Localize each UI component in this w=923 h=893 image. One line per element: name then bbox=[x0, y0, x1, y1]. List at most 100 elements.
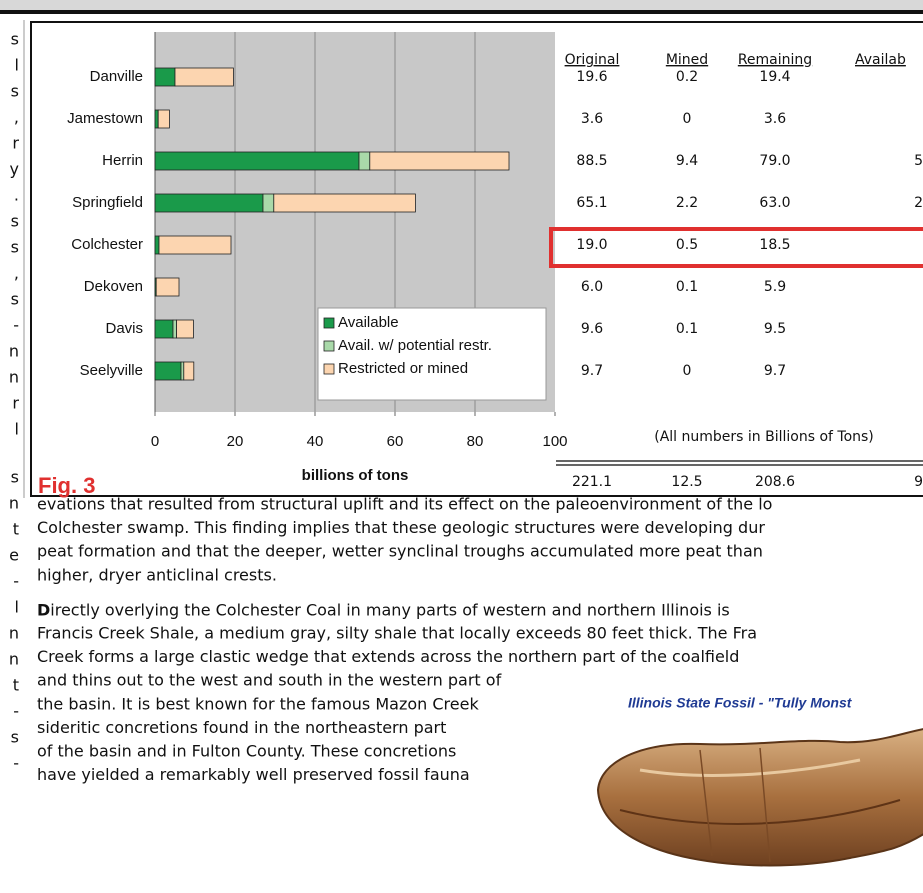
paragraph-line: Francis Creek Shale, a medium gray, silt… bbox=[37, 624, 757, 643]
table-cell: 19.0 bbox=[576, 237, 607, 253]
table-total: 221.1 bbox=[572, 474, 612, 490]
paragraph-line: Creek forms a large clastic wedge that e… bbox=[37, 647, 739, 666]
text-fragment: y bbox=[10, 160, 19, 179]
fossil-caption: Illinois State Fossil - "Tully Monst bbox=[628, 695, 853, 711]
text-fragment: s bbox=[11, 30, 19, 49]
table-cell: 19.4 bbox=[759, 69, 790, 85]
bar-segment bbox=[158, 110, 169, 128]
bar-segment bbox=[177, 320, 194, 338]
x-tick-label: 100 bbox=[542, 433, 567, 450]
bar-segment bbox=[370, 152, 509, 170]
table-cell: 0.5 bbox=[676, 237, 698, 253]
table-cell: 9.6 bbox=[581, 321, 603, 337]
text-fragment: - bbox=[13, 702, 19, 721]
table-cell: 9.7 bbox=[581, 363, 603, 379]
text-fragment: l bbox=[15, 598, 19, 617]
text-fragment: , bbox=[14, 264, 19, 283]
table-cell: 0.2 bbox=[676, 69, 698, 85]
table-header: Mined bbox=[666, 52, 708, 68]
text-fragment: t bbox=[13, 676, 19, 695]
x-tick-label: 20 bbox=[227, 433, 244, 450]
paragraph-line: the basin. It is best known for the famo… bbox=[37, 694, 479, 713]
table-cell: 0.1 bbox=[676, 321, 698, 337]
text-fragment: s bbox=[11, 468, 19, 487]
text-fragment: n bbox=[9, 368, 19, 387]
text-fragment: . bbox=[14, 186, 19, 205]
x-tick-label: 0 bbox=[151, 433, 159, 450]
text-fragment: s bbox=[11, 238, 19, 257]
table-header: Remaining bbox=[738, 52, 812, 68]
table-cell: 0.1 bbox=[676, 279, 698, 295]
y-tick-label: Davis bbox=[105, 320, 143, 337]
paragraph-line: evations that resulted from structural u… bbox=[37, 495, 772, 514]
bar-segment bbox=[359, 152, 370, 170]
text-fragment: n bbox=[9, 650, 19, 669]
table-cell: 9.7 bbox=[764, 363, 786, 379]
text-fragment: n bbox=[9, 624, 19, 643]
text-fragment: r bbox=[12, 394, 19, 413]
text-fragment: - bbox=[13, 316, 19, 335]
x-tick-label: 40 bbox=[307, 433, 324, 450]
bar-segment bbox=[155, 68, 175, 86]
drop-letter: D bbox=[37, 600, 50, 619]
text-fragment: s bbox=[11, 212, 19, 231]
table-cell: 2.2 bbox=[676, 195, 698, 211]
text-fragment: s bbox=[11, 728, 19, 747]
table-cell: 63.0 bbox=[759, 195, 790, 211]
y-tick-label: Jamestown bbox=[67, 110, 143, 127]
x-tick-label: 80 bbox=[467, 433, 484, 450]
table-cell: 18.5 bbox=[759, 237, 790, 253]
text-fragment: s bbox=[11, 290, 19, 309]
legend-label: Available bbox=[338, 314, 399, 331]
paragraph-line: higher, dryer anticlinal crests. bbox=[37, 565, 277, 584]
bar-segment bbox=[159, 236, 231, 254]
bar-segment bbox=[155, 152, 359, 170]
bar-segment bbox=[155, 320, 173, 338]
table-cell: 3.6 bbox=[764, 111, 786, 127]
text-fragment: - bbox=[13, 572, 19, 591]
table-header: Availab bbox=[855, 52, 906, 68]
top-bar bbox=[0, 0, 923, 10]
paragraph-line: Directly overlying the Colchester Coal i… bbox=[37, 600, 730, 619]
y-tick-label: Seelyville bbox=[80, 362, 143, 379]
page: Fig. 3 billions of tons Illinois State F… bbox=[0, 0, 923, 893]
table-total: 208.6 bbox=[755, 474, 795, 490]
y-tick-label: Dekoven bbox=[84, 278, 143, 295]
text-fragment: , bbox=[14, 108, 19, 127]
y-tick-label: Herrin bbox=[102, 152, 143, 169]
table-note: (All numbers in Billions of Tons) bbox=[654, 429, 874, 445]
table-cell: 51 bbox=[914, 153, 923, 169]
bar-segment bbox=[263, 194, 274, 212]
legend-swatch bbox=[324, 318, 334, 328]
bar-segment bbox=[155, 236, 159, 254]
table-cell: 88.5 bbox=[576, 153, 607, 169]
table-cell: 0 bbox=[683, 111, 692, 127]
line-rest: irectly overlying the Colchester Coal in… bbox=[50, 600, 729, 619]
paragraph-line: sideritic concretions found in the north… bbox=[37, 718, 446, 737]
bar-segment bbox=[155, 194, 263, 212]
fossil-image bbox=[598, 728, 923, 866]
text-fragment: n bbox=[9, 494, 19, 513]
table-cell: 9.5 bbox=[764, 321, 786, 337]
text-fragment: s bbox=[11, 82, 19, 101]
bar-segment bbox=[155, 110, 158, 128]
paragraph-line: of the basin and in Fulton County. These… bbox=[37, 742, 456, 761]
text-fragment: t bbox=[13, 520, 19, 539]
table-total: 96 bbox=[914, 474, 923, 490]
table-total: 12.5 bbox=[671, 474, 702, 490]
legend-label: Restricted or mined bbox=[338, 360, 468, 377]
text-fragment: r bbox=[12, 134, 19, 153]
table-header: Original bbox=[565, 52, 620, 68]
text-fragment: n bbox=[9, 342, 19, 361]
bar-segment bbox=[156, 278, 179, 296]
bar-segment bbox=[181, 362, 184, 380]
y-tick-label: Danville bbox=[90, 68, 143, 85]
legend-label: Avail. w/ potential restr. bbox=[338, 337, 492, 354]
text-fragment: l bbox=[15, 56, 19, 75]
table-cell: 19.6 bbox=[576, 69, 607, 85]
paragraph-line: peat formation and that the deeper, wett… bbox=[37, 542, 763, 561]
table-cell: 3.6 bbox=[581, 111, 603, 127]
top-rule bbox=[0, 10, 923, 14]
bar-segment bbox=[274, 194, 416, 212]
text-fragment: e bbox=[9, 546, 19, 565]
